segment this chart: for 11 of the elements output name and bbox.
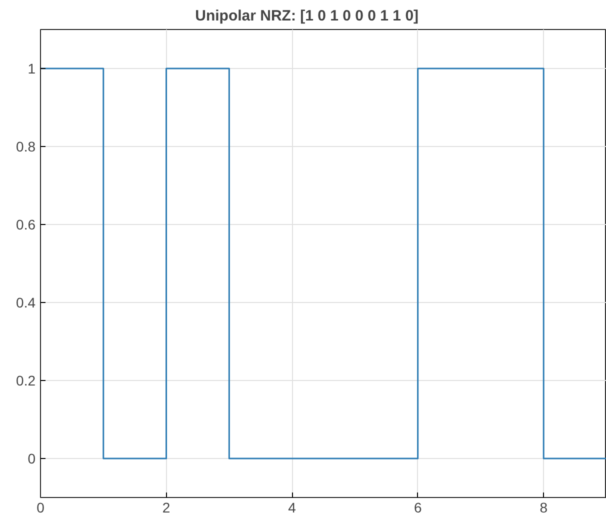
x-tick-label: 8 xyxy=(540,500,548,515)
y-tick-label: 1 xyxy=(28,60,36,76)
y-tick-label: 0.4 xyxy=(16,294,36,310)
x-tick-label: 6 xyxy=(414,500,422,515)
y-tick-label: 0.2 xyxy=(16,372,36,388)
y-tick-label: 0 xyxy=(28,450,36,466)
chart-title: Unipolar NRZ: [1 0 1 0 0 0 1 1 0] xyxy=(195,8,419,24)
x-tick-label: 2 xyxy=(162,500,170,515)
y-tick-label: 0.8 xyxy=(16,138,36,154)
y-tick-label: 0.6 xyxy=(16,216,36,232)
x-tick-label: 4 xyxy=(288,500,296,515)
